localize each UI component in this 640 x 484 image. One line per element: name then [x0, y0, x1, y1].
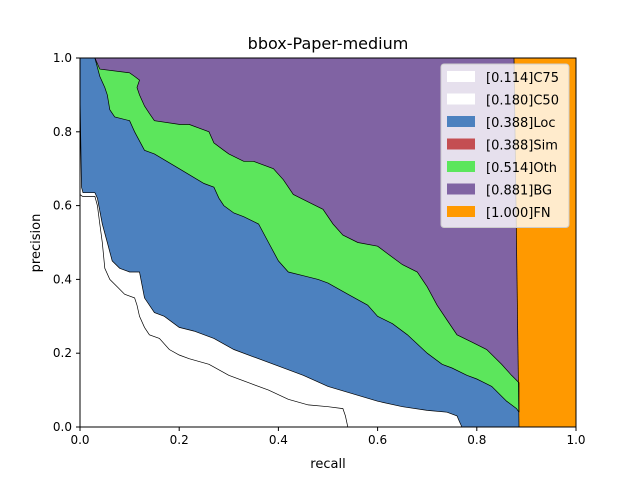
y-axis-label: precision: [29, 214, 44, 273]
axes-frame: [79, 57, 577, 428]
legend-swatch-0-881-bg: [447, 183, 475, 195]
legend: [0.114]C75 [0.180]C50 [0.388]Loc [0.388]Sim…: [440, 63, 570, 228]
boundary-0-114-c75: [80, 194, 349, 427]
legend-swatch-0-114-c75: [447, 71, 475, 82]
y-tick-label: 1.0: [53, 51, 72, 65]
boundary-0-180-c50: [80, 94, 463, 427]
y-tick-label: 0.0: [53, 420, 72, 434]
legend-label-0-180-c50: [0.180]C50: [486, 94, 559, 109]
legend-label-0-388-sim: [0.388]Sim: [486, 139, 558, 154]
legend-label-0-114-c75: [0.114]C75: [486, 71, 559, 86]
legend-swatch-0-388-loc: [447, 116, 475, 127]
y-tick-label: 0.2: [53, 346, 72, 360]
x-tick-label: 0.0: [70, 433, 89, 447]
legend-label-0-514-oth: [0.514]Oth: [486, 161, 557, 176]
x-tick-label: 1.0: [566, 433, 585, 447]
area-0-114-c75: [80, 194, 348, 427]
legend-label-1-000-fn: [1.000]FN: [486, 206, 551, 221]
legend-swatch-0-514-oth: [447, 161, 475, 172]
y-tick-label: 0.6: [53, 199, 72, 213]
chart-title: bbox-Paper-medium: [248, 34, 409, 53]
x-tick-label: 0.4: [269, 433, 288, 447]
legend-swatch-0-388-sim: [447, 138, 475, 150]
axes: 0.0 0.2 0.4 0.6 0.8 1.0 0.0 0.2 0.4 0.6 0.8 1.0: [53, 51, 586, 447]
x-axis-label: recall: [310, 457, 345, 472]
y-tick-label: 0.4: [53, 272, 72, 286]
x-tick-label: 0.6: [368, 433, 387, 447]
legend-label-0-881-bg: [0.881]BG: [486, 184, 552, 199]
legend-swatch-1-000-fn: [447, 206, 475, 217]
boundary-0-388-loc: [94, 58, 520, 413]
y-tick-label: 0.8: [53, 125, 72, 139]
legend-label-0-388-loc: [0.388]Loc: [486, 116, 555, 131]
boundary-0-514-oth: [94, 58, 520, 413]
area-0-180-c50: [80, 94, 462, 427]
legend-swatch-0-180-c50: [447, 93, 475, 105]
x-tick-label: 0.2: [170, 433, 189, 447]
x-tick-label: 0.8: [467, 433, 486, 447]
